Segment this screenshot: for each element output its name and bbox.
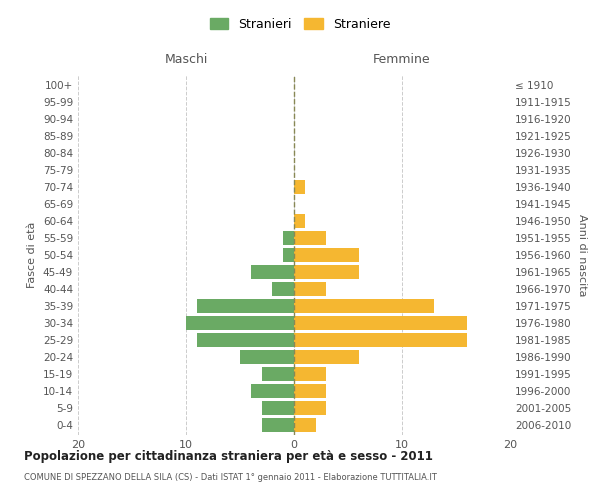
Text: Popolazione per cittadinanza straniera per età e sesso - 2011: Popolazione per cittadinanza straniera p… — [24, 450, 433, 463]
Bar — [186, 316, 294, 330]
Bar — [294, 299, 434, 312]
Bar — [197, 299, 294, 312]
Bar — [294, 231, 326, 245]
Bar — [262, 401, 294, 414]
Text: Femmine: Femmine — [373, 52, 431, 66]
Bar — [294, 350, 359, 364]
Bar — [272, 282, 294, 296]
Bar — [294, 248, 359, 262]
Bar — [294, 401, 326, 414]
Bar — [294, 367, 326, 380]
Legend: Stranieri, Straniere: Stranieri, Straniere — [203, 11, 397, 37]
Text: Maschi: Maschi — [164, 52, 208, 66]
Bar — [283, 248, 294, 262]
Bar — [262, 367, 294, 380]
Bar — [294, 418, 316, 432]
Bar — [251, 265, 294, 279]
Y-axis label: Anni di nascita: Anni di nascita — [577, 214, 587, 296]
Bar — [251, 384, 294, 398]
Bar — [294, 282, 326, 296]
Bar — [283, 231, 294, 245]
Bar — [294, 384, 326, 398]
Bar — [294, 316, 467, 330]
Bar — [240, 350, 294, 364]
Bar — [294, 333, 467, 346]
Bar — [294, 214, 305, 228]
Y-axis label: Fasce di età: Fasce di età — [28, 222, 37, 288]
Text: COMUNE DI SPEZZANO DELLA SILA (CS) - Dati ISTAT 1° gennaio 2011 - Elaborazione T: COMUNE DI SPEZZANO DELLA SILA (CS) - Dat… — [24, 472, 437, 482]
Bar — [294, 265, 359, 279]
Bar — [197, 333, 294, 346]
Bar — [294, 180, 305, 194]
Bar — [262, 418, 294, 432]
